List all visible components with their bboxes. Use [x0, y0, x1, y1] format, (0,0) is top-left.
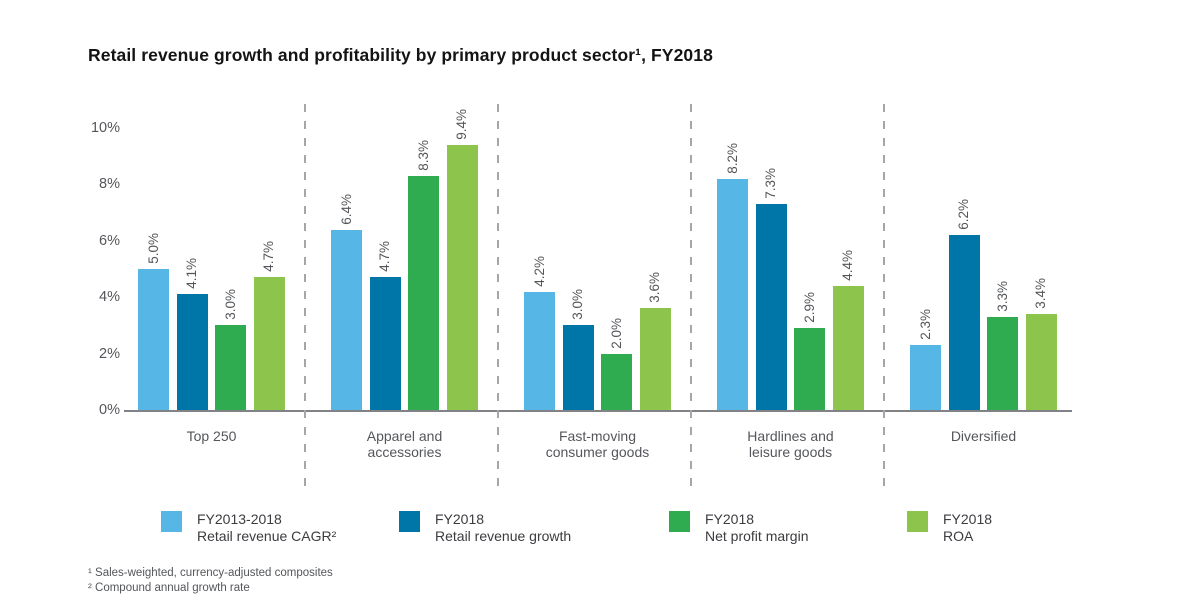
legend-label-line1: FY2018 [435, 511, 485, 527]
bar-series-2: 3.0% [562, 289, 594, 410]
legend-label: FY2018 Net profit margin [705, 511, 808, 545]
category-label: Apparel and accessories [366, 428, 443, 460]
bar-series-3: 2.0% [601, 318, 633, 410]
y-axis-tick-label: 2% [99, 345, 120, 362]
bar-group: 2.3% 6.2% 3.3% 3.4% [910, 129, 1057, 410]
bar-value-label: 4.7% [261, 241, 277, 272]
legend-label-line1: FY2018 [705, 511, 755, 527]
chart-title: Retail revenue growth and profitability … [88, 45, 713, 65]
bar-series-1: 8.2% [717, 143, 748, 410]
bar-group: 6.4% 4.7% 8.3% 9.4% [331, 109, 478, 410]
bar-value-label: 3.3% [994, 281, 1010, 312]
bar-series-2: 4.1% [176, 258, 208, 410]
bar-value-label: 2.0% [608, 318, 624, 349]
bar-series-4: 9.4% [446, 109, 478, 410]
bar-series-3: 2.9% [794, 292, 826, 410]
legend-label-line2: Net profit margin [705, 528, 809, 544]
group-separator-line [497, 104, 499, 486]
group-separator-line [883, 104, 885, 486]
bar-group: 8.2% 7.3% 2.9% 4.4% [717, 129, 864, 410]
bar-value-label: 5.0% [145, 233, 161, 264]
bar-value-label: 4.1% [184, 258, 200, 289]
footnote-1: ¹ Sales-weighted, currency-adjusted comp… [88, 567, 333, 579]
category-label: Hardlines and leisure goods [747, 428, 834, 460]
bar-group: 5.0% 4.1% 3.0% 4.7% [138, 129, 285, 410]
legend-label-line1: FY2018 [943, 511, 993, 527]
bar-value-label: 6.4% [338, 194, 354, 225]
legend-swatch [399, 511, 420, 532]
bar-series-2: 6.2% [948, 199, 980, 410]
legend-label-line2: ROA [943, 528, 974, 544]
bar-value-label: 6.2% [956, 199, 972, 230]
bar-value-label: 4.4% [840, 250, 856, 281]
legend-label: FY2018 ROA [943, 511, 992, 545]
bar-series-1: 6.4% [331, 194, 362, 410]
legend-label: FY2013-2018 Retail revenue CAGR² [197, 511, 336, 545]
bar-value-label: 4.2% [531, 256, 547, 287]
y-axis-tick-label: 10% [90, 120, 120, 136]
bar-value-label: 4.7% [377, 241, 393, 272]
category-label: Fast-moving consumer goods [545, 428, 650, 460]
bar-series-4: 3.4% [1025, 278, 1057, 410]
bar-value-label: 8.3% [415, 140, 431, 171]
bar-value-label: 2.3% [917, 309, 933, 340]
legend-label-line2: Retail revenue CAGR² [197, 528, 337, 544]
y-axis-tick-label: 0% [99, 402, 120, 418]
y-axis-tick-label: 4% [99, 289, 120, 306]
legend-label-line2: Retail revenue growth [435, 528, 572, 544]
legend-item: FY2018 ROA [907, 511, 992, 545]
bar-series-4: 4.4% [832, 250, 864, 410]
bar-series-3: 3.3% [987, 281, 1019, 410]
bar-value-label: 8.2% [724, 143, 740, 174]
bar-group: 4.2% 3.0% 2.0% 3.6% [524, 129, 671, 410]
x-axis-line [124, 410, 1072, 412]
bar-value-label: 3.6% [647, 272, 663, 303]
category-label: Top 250 [186, 428, 237, 444]
bar-series-2: 4.7% [369, 241, 401, 410]
bar-value-label: 2.9% [801, 292, 817, 323]
bar-series-3: 8.3% [408, 140, 440, 410]
bar-series-1: 2.3% [910, 309, 941, 410]
group-separator-line [690, 104, 692, 486]
bar-value-label: 7.3% [763, 168, 779, 199]
bar-series-2: 7.3% [755, 168, 787, 410]
legend-label-line1: FY2013-2018 [197, 511, 282, 527]
legend-item: FY2018 Retail revenue growth [399, 511, 571, 545]
bar-series-3: 3.0% [215, 289, 247, 410]
legend-label: FY2018 Retail revenue growth [435, 511, 571, 545]
bar-series-1: 4.2% [524, 256, 555, 410]
bar-value-label: 3.4% [1033, 278, 1049, 309]
footnote-2: ² Compound annual growth rate [88, 582, 250, 594]
legend-item: FY2018 Net profit margin [669, 511, 808, 545]
footnotes: ¹ Sales-weighted, currency-adjusted comp… [88, 566, 333, 596]
legend-item: FY2013-2018 Retail revenue CAGR² [161, 511, 336, 545]
category-label: Diversified [950, 428, 1017, 444]
group-separator-line [304, 104, 306, 486]
legend-swatch [669, 511, 690, 532]
y-axis-tick-label: 8% [99, 176, 120, 193]
bar-series-4: 4.7% [253, 241, 285, 410]
y-axis-tick-label: 6% [99, 232, 120, 249]
bar-value-label: 9.4% [454, 109, 470, 140]
legend-swatch [907, 511, 928, 532]
bar-value-label: 3.0% [570, 289, 586, 320]
bar-series-1: 5.0% [138, 233, 169, 410]
bar-series-4: 3.6% [639, 272, 671, 410]
bar-value-label: 3.0% [222, 289, 238, 320]
legend-swatch [161, 511, 182, 532]
